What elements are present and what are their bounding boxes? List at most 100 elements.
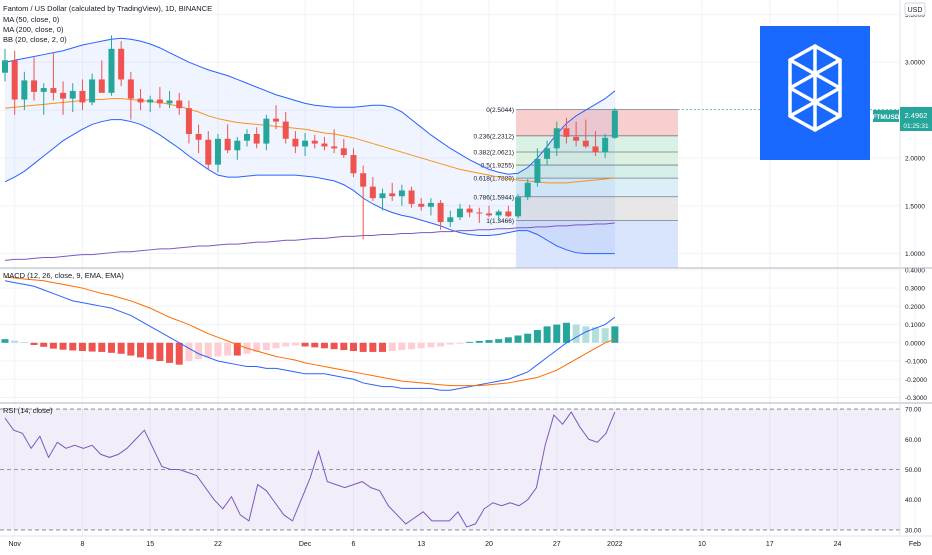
candle-body: [195, 134, 202, 140]
macd-histogram-bar: [514, 335, 522, 343]
fib-level-label: 0(2.5044): [486, 107, 514, 114]
candle: [534, 148, 541, 187]
candle: [398, 184, 405, 206]
price-tick-label: 1.5000: [905, 203, 925, 210]
macd-histogram-bar: [495, 339, 503, 343]
candle: [311, 134, 318, 149]
candle-body: [108, 48, 115, 93]
candle-body: [31, 80, 38, 92]
candle: [582, 119, 589, 149]
price-tag: [900, 107, 932, 131]
candle-body: [127, 79, 134, 99]
candle: [282, 111, 289, 144]
rsi-tick-label: 30.00: [905, 527, 922, 534]
macd-histogram-bar: [369, 342, 377, 352]
bollinger-bands: [4, 37, 616, 255]
candle-body: [11, 60, 18, 100]
indicator-label-ma200[interactable]: MA (200, close, 0): [3, 25, 64, 34]
price-tick-label: 2.0000: [905, 155, 925, 162]
rsi-tick-label: 40.00: [905, 497, 922, 504]
indicator-label-rsi[interactable]: RSI (14, close): [3, 406, 53, 415]
candle-body: [486, 213, 492, 216]
candle: [573, 121, 580, 147]
candle-body: [253, 134, 260, 144]
symbol-tag: [873, 110, 899, 122]
candle: [89, 73, 96, 106]
macd-histogram-bar: [398, 342, 406, 351]
macd-tick-label: 0.0000: [905, 340, 925, 347]
price-tag-countdown: 01:25:31: [903, 123, 929, 130]
candle: [553, 121, 560, 157]
macd-histogram-bar: [40, 342, 48, 347]
price-tick-label: 3.0000: [905, 60, 925, 67]
macd-histogram-bar: [272, 342, 280, 349]
bb-lower-line: [4, 119, 615, 255]
candle-body: [263, 118, 270, 144]
macd-histogram-bar: [175, 342, 183, 365]
candle: [389, 182, 396, 201]
candle: [340, 138, 347, 158]
macd-histogram-bar: [49, 342, 57, 349]
price-tick-label: 1.0000: [905, 251, 925, 258]
candle-body: [282, 121, 289, 139]
candle: [60, 81, 67, 115]
macd-histogram-bar: [417, 342, 425, 349]
candle: [350, 148, 357, 178]
currency-badge[interactable]: [904, 2, 926, 16]
macd-histogram-bar: [359, 342, 367, 352]
macd-histogram-bar: [224, 342, 232, 356]
candle: [40, 83, 47, 115]
macd-histogram-bar: [466, 341, 474, 343]
candle: [263, 114, 270, 151]
macd-histogram-bar: [214, 342, 222, 357]
ma50-line: [4, 98, 615, 184]
current-price-badge[interactable]: FTMUSD 2.4962 01:25:31: [872, 107, 932, 131]
axes: Nov81522Dec61320272022101724Feb3.50003.0…: [8, 12, 927, 548]
macd-histogram-bar: [204, 342, 212, 358]
macd-histogram-bar: [485, 340, 493, 343]
macd-tick-label: -0.3000: [905, 395, 927, 402]
candle-body: [398, 190, 405, 197]
candle: [292, 131, 299, 154]
candle: [418, 198, 425, 211]
macd-histogram-bar: [475, 340, 483, 343]
macd-histogram-bar: [330, 342, 338, 350]
candle: [234, 136, 241, 160]
macd-line: [4, 280, 616, 391]
indicator-label-bb[interactable]: BB (20, close, 2, 0): [3, 35, 67, 44]
fib-zone: [516, 220, 678, 268]
candle: [437, 200, 444, 230]
macd-histogram-bar: [20, 342, 28, 343]
candle: [98, 60, 105, 93]
x-tick-label: Nov: [8, 541, 21, 548]
candle-body: [389, 193, 396, 197]
candle-body: [466, 208, 473, 213]
macd-histogram-bar: [504, 337, 512, 343]
macd-histogram-bar: [601, 328, 609, 343]
candle-body: [360, 173, 367, 187]
x-tick-label: 13: [417, 541, 425, 548]
macd-histogram-bar: [195, 342, 203, 360]
macd-histogram-bar: [349, 342, 357, 352]
indicator-label-ma50[interactable]: MA (50, close, 0): [3, 15, 60, 24]
macd-histogram-bar: [427, 342, 435, 348]
candle-body: [534, 158, 541, 183]
candle: [408, 186, 415, 208]
candle: [495, 209, 502, 222]
fantom-logo: [760, 26, 870, 160]
candle-body: [311, 140, 318, 144]
candle: [273, 105, 280, 130]
indicator-label-macd[interactable]: MACD (12, 26, close, 9, EMA, EMA): [3, 271, 124, 280]
macd-histogram-bar: [524, 333, 532, 343]
x-tick-label: 2022: [607, 541, 623, 548]
rsi-tick-label: 50.00: [905, 467, 922, 474]
candle-body: [321, 143, 328, 147]
macd-tick-label: 0.4000: [905, 267, 925, 274]
x-tick-label: Feb: [909, 541, 921, 548]
macd-histogram-bar: [408, 342, 416, 350]
candle: [2, 48, 8, 82]
macd-histogram-bar: [98, 342, 106, 352]
candle-body: [214, 138, 221, 165]
candle-body: [447, 217, 454, 223]
